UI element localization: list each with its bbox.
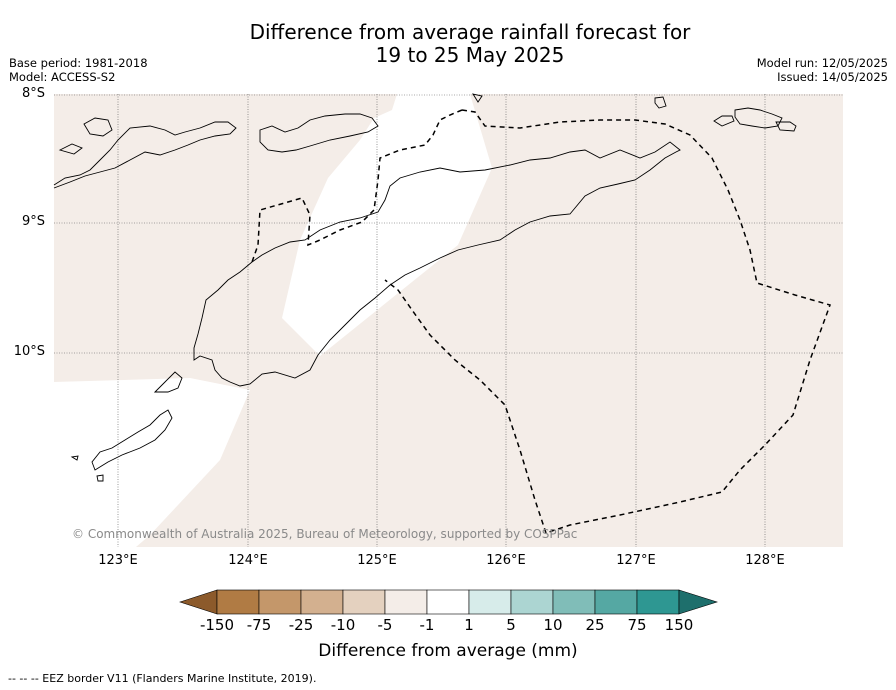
colorbar-tick: -25 (288, 616, 314, 634)
rote-coastline (91, 409, 173, 471)
timor-coastline (193, 141, 681, 387)
colorbar-tick: -1 (419, 616, 435, 634)
colorbar-tick: 75 (627, 616, 647, 634)
colorbar-swatch (552, 589, 596, 615)
colorbar-swatch (216, 589, 260, 615)
eez-border (251, 109, 831, 534)
colorbar-tick: 25 (585, 616, 605, 634)
near-average-zone (282, 94, 492, 356)
lon-label: 123°E (98, 553, 138, 568)
colorbar-tick: 5 (506, 616, 516, 634)
island-coastline (58, 143, 83, 155)
colorbar-swatch (300, 589, 344, 615)
issued-date: Issued: 14/05/2025 (777, 70, 888, 84)
colorbar-swatch (594, 589, 638, 615)
colorbar-tick: 10 (543, 616, 563, 634)
island-coastline (96, 474, 104, 482)
lat-label: 9°S (21, 214, 45, 229)
coastlines (53, 93, 797, 482)
island-coastline (83, 117, 113, 137)
island-coastline (713, 115, 735, 127)
colorbar-tick: -150 (199, 616, 235, 634)
colorbar-swatch (426, 589, 470, 615)
model-run: Model run: 12/05/2025 (756, 56, 888, 70)
lon-label: 128°E (745, 553, 785, 568)
colorbar-swatch (510, 589, 554, 615)
lon-label: 124°E (228, 553, 268, 568)
island-coastline (70, 455, 79, 461)
colorbar-swatch (179, 589, 218, 615)
colorbar-tick: 150 (664, 616, 694, 634)
colorbar-swatch (342, 589, 386, 615)
island-coastline (153, 371, 183, 393)
lon-label: 127°E (616, 553, 656, 568)
colorbar-tick: -5 (377, 616, 393, 634)
colorbar-swatch (468, 589, 512, 615)
eez-legend-note: -- -- -- EEZ border V11 (Flanders Marine… (8, 672, 317, 685)
colorbar-tick: -75 (246, 616, 272, 634)
colorbar-swatch (678, 589, 718, 615)
title-line-1: Difference from average rainfall forecas… (249, 20, 691, 44)
title-line-2: 19 to 25 May 2025 (375, 43, 565, 67)
island-coastline (654, 96, 667, 109)
colorbar-swatch (636, 589, 680, 615)
colorbar (179, 589, 718, 615)
lat-label: 10°S (13, 344, 45, 359)
base-period: Base period: 1981-2018 (9, 56, 148, 70)
graticule (54, 94, 843, 547)
flores-coastline (53, 121, 237, 189)
lon-label: 126°E (486, 553, 526, 568)
colorbar-tick: -10 (330, 616, 356, 634)
colorbar-label: Difference from average (mm) (318, 641, 578, 661)
near-average-zone (54, 378, 250, 547)
alor-coastline (259, 113, 379, 153)
lon-label: 125°E (357, 553, 397, 568)
copyright-notice: © Commonwealth of Australia 2025, Bureau… (72, 527, 578, 541)
colorbar-swatch (258, 589, 302, 615)
colorbar-swatch (384, 589, 428, 615)
island-coastline (775, 121, 797, 132)
lat-label: 8°S (21, 86, 45, 101)
colorbar-tick: 1 (464, 616, 474, 634)
model-name: Model: ACCESS-S2 (9, 70, 116, 84)
island-coastline (472, 93, 483, 103)
